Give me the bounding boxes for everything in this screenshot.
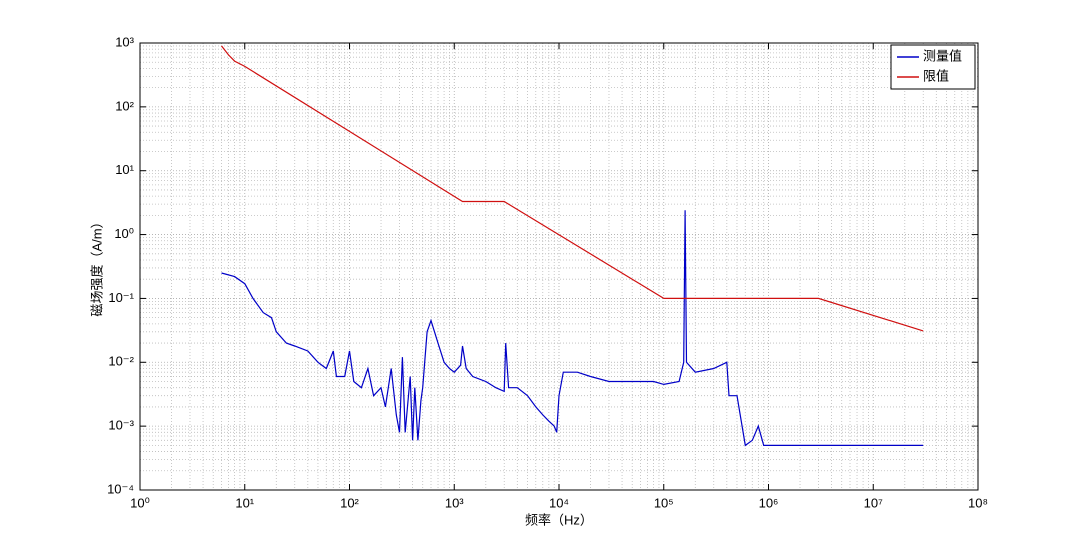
x-tick-label: 10³ (445, 495, 464, 510)
x-tick-label: 10⁸ (968, 495, 988, 510)
series-line (221, 210, 924, 447)
x-tick-label: 10⁶ (759, 495, 779, 510)
y-tick-label: 10⁻⁴ (107, 481, 134, 496)
legend-box (890, 44, 976, 90)
y-tick-label: 10¹ (115, 162, 134, 177)
x-axis-label: 频率（Hz） (525, 512, 593, 527)
y-tick-label: 10⁰ (114, 226, 134, 241)
y-tick-label: 10⁻¹ (108, 290, 134, 305)
x-tick-label: 10⁵ (654, 495, 674, 510)
legend-label: 限值 (923, 68, 949, 83)
series-line (221, 45, 924, 332)
plot-frame (139, 42, 979, 491)
y-axis-label: 磁场强度（A/m） (89, 215, 104, 316)
legend-label: 测量值 (923, 48, 962, 63)
y-tick-label: 10⁻³ (108, 418, 134, 433)
y-tick-label: 10³ (115, 34, 134, 49)
x-tick-label: 10² (340, 495, 359, 510)
x-tick-label: 10⁰ (130, 495, 150, 510)
x-tick-label: 10⁷ (864, 495, 883, 510)
y-tick-label: 10⁻² (108, 354, 134, 369)
x-tick-label: 10¹ (235, 495, 254, 510)
x-tick-label: 10⁴ (549, 495, 569, 510)
y-tick-label: 10² (115, 98, 134, 113)
